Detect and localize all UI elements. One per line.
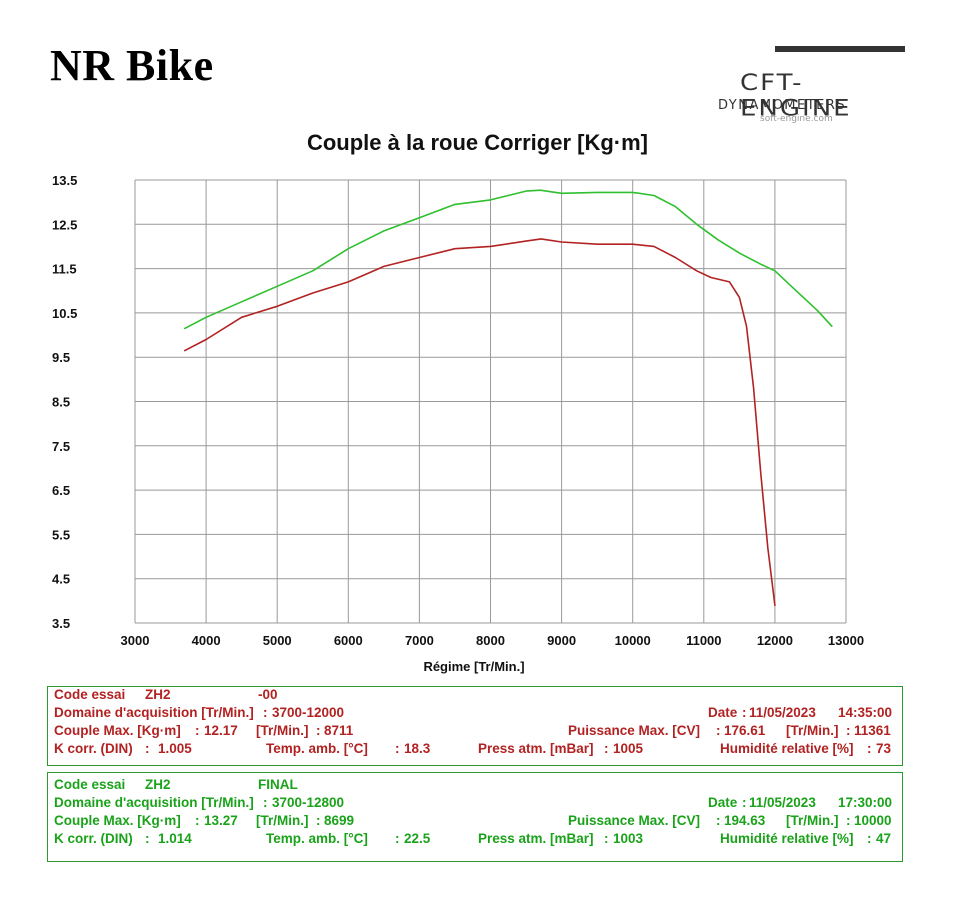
page-title: NR Bike <box>50 41 214 90</box>
x-tick-label: 3000 <box>121 633 150 648</box>
run2-test-suffix: FINAL <box>258 777 298 792</box>
run2-range-label: Domaine d'acquisition [Tr/Min.] <box>54 795 254 810</box>
y-tick-label: 10.5 <box>52 306 77 321</box>
run2-temp-label: Temp. amb. [°C] <box>266 831 368 846</box>
run1-kcorr-value: 1.005 <box>158 741 192 756</box>
run1-torque-rpm-value: 8711 <box>324 723 354 738</box>
run2-kcorr-value: 1.014 <box>158 831 192 846</box>
logo-subtitle: DYNAMOMETERS <box>718 98 847 113</box>
run2-power-label: Puissance Max. [CV] <box>568 813 701 828</box>
run2-power-rpm-label: [Tr/Min.] <box>786 813 839 828</box>
run2-date-label: Date <box>708 795 738 810</box>
run1-power-rpm-label: [Tr/Min.] <box>786 723 839 738</box>
run1-power-rpm-value: 11361 <box>854 723 891 738</box>
run1-kcorr-label: K corr. (DIN) <box>54 741 133 756</box>
run2-test-label: Code essai <box>54 777 126 792</box>
run2-info-box: Code essai ZH2 FINAL Domaine d'acquisiti… <box>47 772 903 862</box>
axis-ticks: 3000 4000 5000 6000 7000 8000 9000 10000 11000 12… <box>52 173 864 648</box>
y-tick-label: 4.5 <box>52 572 70 587</box>
x-tick-label: 12000 <box>757 633 793 648</box>
run1-power-value: 176.61 <box>724 723 766 738</box>
run1-press-value: 1005 <box>613 741 644 756</box>
run1-time-value: 14:35:00 <box>838 705 893 720</box>
y-tick-label: 13.5 <box>52 173 77 188</box>
torque-chart: 3000 4000 5000 6000 7000 8000 9000 10000 11000 12… <box>52 173 864 674</box>
x-tick-label: 13000 <box>828 633 864 648</box>
x-tick-label: 10000 <box>615 633 651 648</box>
x-tick-label: 8000 <box>476 633 505 648</box>
run1-humidity-value: 73 <box>876 741 892 756</box>
run1-torque-value: 12.17 <box>204 723 238 738</box>
run2-humidity-value: 47 <box>876 831 892 846</box>
run1-torque-rpm-label: [Tr/Min.] <box>256 723 309 738</box>
run2-torque-rpm-label: [Tr/Min.] <box>256 813 309 828</box>
series-lines <box>184 189 833 607</box>
run2-time-value: 17:30:00 <box>838 795 893 810</box>
y-tick-label: 12.5 <box>52 217 77 232</box>
y-tick-label: 6.5 <box>52 483 70 498</box>
run1-temp-value: 18.3 <box>404 741 431 756</box>
run1-range-value: 3700-12000 <box>272 705 345 720</box>
run1-info-box: Code essai ZH2 -00 Domaine d'acquisition… <box>47 686 903 766</box>
run1-test-code: ZH2 <box>145 687 171 702</box>
run2-power-value: 194.63 <box>724 813 766 828</box>
series-line-1 <box>184 238 776 607</box>
run1-range-label: Domaine d'acquisition [Tr/Min.] <box>54 705 254 720</box>
x-tick-label: 9000 <box>547 633 576 648</box>
run1-press-label: Press atm. [mBar] <box>478 741 594 756</box>
run2-torque-value: 13.27 <box>204 813 238 828</box>
y-tick-label: 8.5 <box>52 395 70 410</box>
run2-date-value: 11/05/2023 <box>749 795 816 810</box>
x-tick-label: 6000 <box>334 633 363 648</box>
run2-press-value: 1003 <box>613 831 644 846</box>
logo-name: CFT-ENGINE <box>740 70 852 122</box>
y-tick-label: 9.5 <box>52 350 70 365</box>
y-tick-label: 11.5 <box>52 262 77 277</box>
run2-test-code: ZH2 <box>145 777 171 792</box>
run2-torque-label: Couple Max. [Kg·m] <box>54 813 181 828</box>
run2-torque-rpm-value: 8699 <box>324 813 355 828</box>
run1-power-label: Puissance Max. [CV] <box>568 723 701 738</box>
x-tick-label: 11000 <box>686 633 721 648</box>
y-tick-label: 5.5 <box>52 527 70 542</box>
logo-url: soft-engine.com <box>760 114 833 124</box>
run2-temp-value: 22.5 <box>404 831 431 846</box>
y-tick-label: 3.5 <box>52 616 70 631</box>
x-tick-label: 4000 <box>192 633 221 648</box>
x-axis-label: Régime [Tr/Min.] <box>423 659 524 674</box>
run1-temp-label: Temp. amb. [°C] <box>266 741 368 756</box>
run1-date-value: 11/05/2023 <box>749 705 816 720</box>
run2-power-rpm-value: 10000 <box>854 813 892 828</box>
company-logo: CFT-ENGINE DYNAMOMETERS soft-engine.com <box>700 40 910 125</box>
logo-bar <box>775 46 905 52</box>
x-tick-label: 5000 <box>263 633 292 648</box>
run1-test-suffix: -00 <box>258 687 278 702</box>
chart-title: Couple à la roue Corriger [Kg·m] <box>306 130 649 155</box>
run2-kcorr-label: K corr. (DIN) <box>54 831 133 846</box>
run2-press-label: Press atm. [mBar] <box>478 831 594 846</box>
run2-range-value: 3700-12800 <box>272 795 345 810</box>
run2-humidity-label: Humidité relative [%] <box>720 831 854 846</box>
y-tick-label: 7.5 <box>52 439 70 454</box>
run1-date-label: Date <box>708 705 738 720</box>
grid <box>134 179 847 624</box>
run1-test-label: Code essai <box>54 687 126 702</box>
series-line-2 <box>184 189 833 330</box>
run1-humidity-label: Humidité relative [%] <box>720 741 854 756</box>
run1-torque-label: Couple Max. [Kg·m] <box>54 723 181 738</box>
x-tick-label: 7000 <box>405 633 434 648</box>
